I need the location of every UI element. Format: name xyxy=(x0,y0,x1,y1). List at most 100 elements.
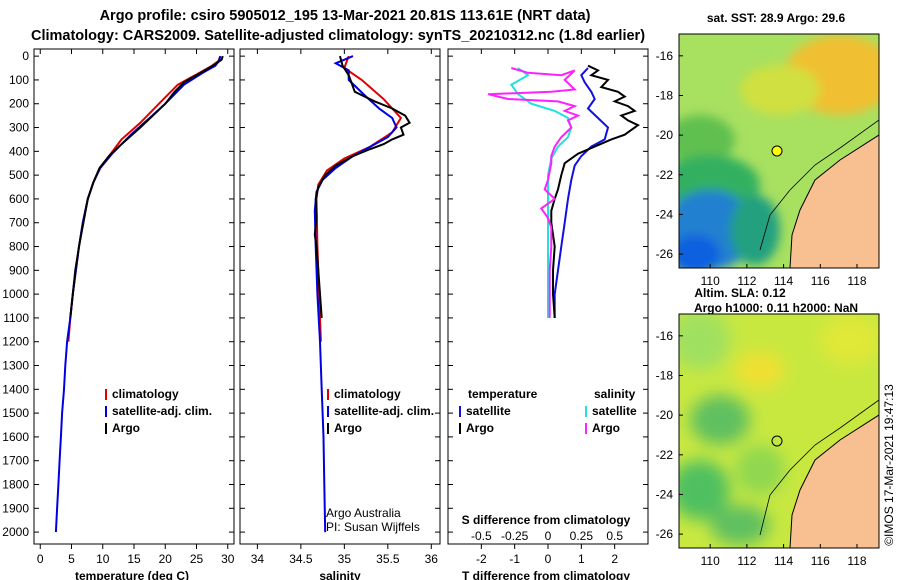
s-diff-tick-label: 0 xyxy=(545,529,552,543)
temperature-legend: climatology satellite-adj. clim. Argo xyxy=(105,387,212,435)
depth-tick-label: 800 xyxy=(9,240,29,254)
salinity-series xyxy=(313,55,412,533)
map-x-tick-label: 112 xyxy=(737,554,756,568)
x-tick-label: 35 xyxy=(338,552,352,566)
depth-tick-label: 600 xyxy=(9,192,29,206)
sla-map-axes: 110 112 114 116 118 -16 -18 -20 -22 -24 -26 xyxy=(656,329,867,568)
x-tick-label: 1 xyxy=(578,552,585,566)
legend-t-satellite: satellite xyxy=(466,404,511,418)
series-s-argo xyxy=(487,67,581,318)
sla-map-title-2: Argo h1000: 0.11 h2000: NaN xyxy=(694,301,858,315)
x-tick-label: 0 xyxy=(545,552,552,566)
salinity-panel: 34 34.5 35 35.5 36 salinity climatology sate… xyxy=(239,48,441,580)
depth-tick-label: 2000 xyxy=(2,525,29,539)
map-y-tick-label: -26 xyxy=(656,247,674,261)
map-x-tick-label: 114 xyxy=(774,554,793,568)
legend-climatology: climatology xyxy=(112,387,179,401)
map-x-tick-label: 116 xyxy=(811,554,830,568)
temperature-x-label: temperature (deg C) xyxy=(75,569,189,580)
map-y-tick-label: -16 xyxy=(656,49,674,63)
legend-salinity-title: salinity xyxy=(594,387,636,401)
sst-map-title: sat. SST: 28.9 Argo: 29.6 xyxy=(707,11,846,25)
map-x-tick-label: 118 xyxy=(847,554,866,568)
imos-credit: ©IMOS 17-Mar-2021 19:47:13 xyxy=(882,384,896,546)
s-diff-tick-label: -0.5 xyxy=(471,529,492,543)
depth-tick-label: 0 xyxy=(22,49,29,63)
map-y-tick-label: -18 xyxy=(656,88,674,102)
sst-map xyxy=(679,34,879,268)
x-tick-label: 10 xyxy=(96,552,110,566)
x-tick-label: 30 xyxy=(221,552,235,566)
map-y-tick-label: -24 xyxy=(656,207,674,221)
depth-tick-label: 1900 xyxy=(2,501,29,515)
x-tick-label: 2 xyxy=(611,552,618,566)
map-x-tick-label: 116 xyxy=(811,274,830,288)
map-x-tick-label: 112 xyxy=(737,274,756,288)
depth-tick-label: 500 xyxy=(9,168,29,182)
temperature-panel: 0100200300400500600700800900100011001200… xyxy=(2,48,235,580)
map-x-tick-label: 118 xyxy=(847,274,866,288)
s-diff-tick-label: -0.25 xyxy=(501,529,529,543)
legend-satellite-adj-s: satellite-adj. clim. xyxy=(334,404,434,418)
series-argo xyxy=(313,55,412,318)
series-climatology xyxy=(315,55,403,342)
credit-pi: PI: Susan Wijffels xyxy=(326,520,420,534)
salinity-x-label: salinity xyxy=(319,569,361,580)
depth-tick-label: 1000 xyxy=(2,287,29,301)
legend-climatology-s: climatology xyxy=(334,387,401,401)
series-argo xyxy=(69,55,224,319)
s-diff-tick-label: 0.5 xyxy=(606,529,623,543)
salinity-x-axis: 34 34.5 35 35.5 36 xyxy=(240,49,440,566)
x-tick-label: 36 xyxy=(425,552,439,566)
temperature-x-axis: 0 5 10 15 20 25 30 xyxy=(34,49,235,566)
temperature-series xyxy=(54,55,224,533)
depth-tick-label: 300 xyxy=(9,121,29,135)
legend-argo: Argo xyxy=(112,421,140,435)
legend-t-argo: Argo xyxy=(466,421,494,435)
s-diff-ticks: -0.5 -0.25 0 0.25 0.5 xyxy=(471,529,623,543)
map-y-tick-label: -20 xyxy=(656,408,674,422)
depth-tick-label: 1700 xyxy=(2,454,29,468)
salinity-legend: climatology satellite-adj. clim. Argo xyxy=(327,387,434,435)
s-diff-tick-label: 0.25 xyxy=(570,529,594,543)
sst-profile-marker xyxy=(771,145,783,157)
x-tick-label: 20 xyxy=(159,552,173,566)
map-y-tick-label: -20 xyxy=(656,128,674,142)
difference-legend: temperature salinity satellite Argo sate… xyxy=(459,387,637,435)
sla-map-title-1: Altim. SLA: 0.12 xyxy=(694,286,786,300)
depth-tick-label: 1800 xyxy=(2,478,29,492)
map-y-tick-label: -24 xyxy=(656,487,674,501)
series-t-argo xyxy=(550,64,640,318)
x-tick-label: -2 xyxy=(476,552,487,566)
depth-tick-label: 700 xyxy=(9,216,29,230)
x-tick-label: 35.5 xyxy=(376,552,400,566)
map-x-tick-label: 110 xyxy=(701,554,720,568)
s-diff-label: S difference from climatology xyxy=(462,513,631,527)
map-x-tick-label: 114 xyxy=(774,274,793,288)
map-y-tick-label: -26 xyxy=(656,527,674,541)
series-s-satellite xyxy=(509,67,573,318)
title-line-1: Argo profile: csiro 5905012_195 13-Mar-2… xyxy=(100,8,591,24)
difference-panel: -2 -1 0 1 2 T difference from climatology S … xyxy=(447,48,649,580)
legend-satellite-adj: satellite-adj. clim. xyxy=(112,404,212,418)
depth-tick-label: 900 xyxy=(9,263,29,277)
x-tick-label: 15 xyxy=(127,552,141,566)
sla-map xyxy=(679,314,879,548)
map-y-tick-label: -18 xyxy=(656,368,674,382)
depth-axis: 0 100 200 300 400 500 600 700 800 900 1000 1100 1200… xyxy=(2,49,29,539)
depth-tick-label: 1400 xyxy=(2,382,29,396)
sst-map-axes: 110 112 114 116 118 -16 -18 -20 -22 -24 -26 xyxy=(656,49,867,288)
map-y-tick-label: -16 xyxy=(656,329,674,343)
depth-tick-label: 1500 xyxy=(2,406,29,420)
legend-s-satellite: satellite xyxy=(592,404,637,418)
x-tick-label: 34.5 xyxy=(289,552,313,566)
depth-tick-label: 400 xyxy=(9,144,29,158)
x-tick-label: -1 xyxy=(509,552,520,566)
legend-argo-s: Argo xyxy=(334,421,362,435)
legend-s-argo: Argo xyxy=(592,421,620,435)
map-y-tick-label: -22 xyxy=(656,168,674,182)
series-t-satellite xyxy=(553,67,610,318)
depth-tick-label: 1100 xyxy=(3,311,29,325)
depth-tick-label: 1600 xyxy=(2,430,29,444)
